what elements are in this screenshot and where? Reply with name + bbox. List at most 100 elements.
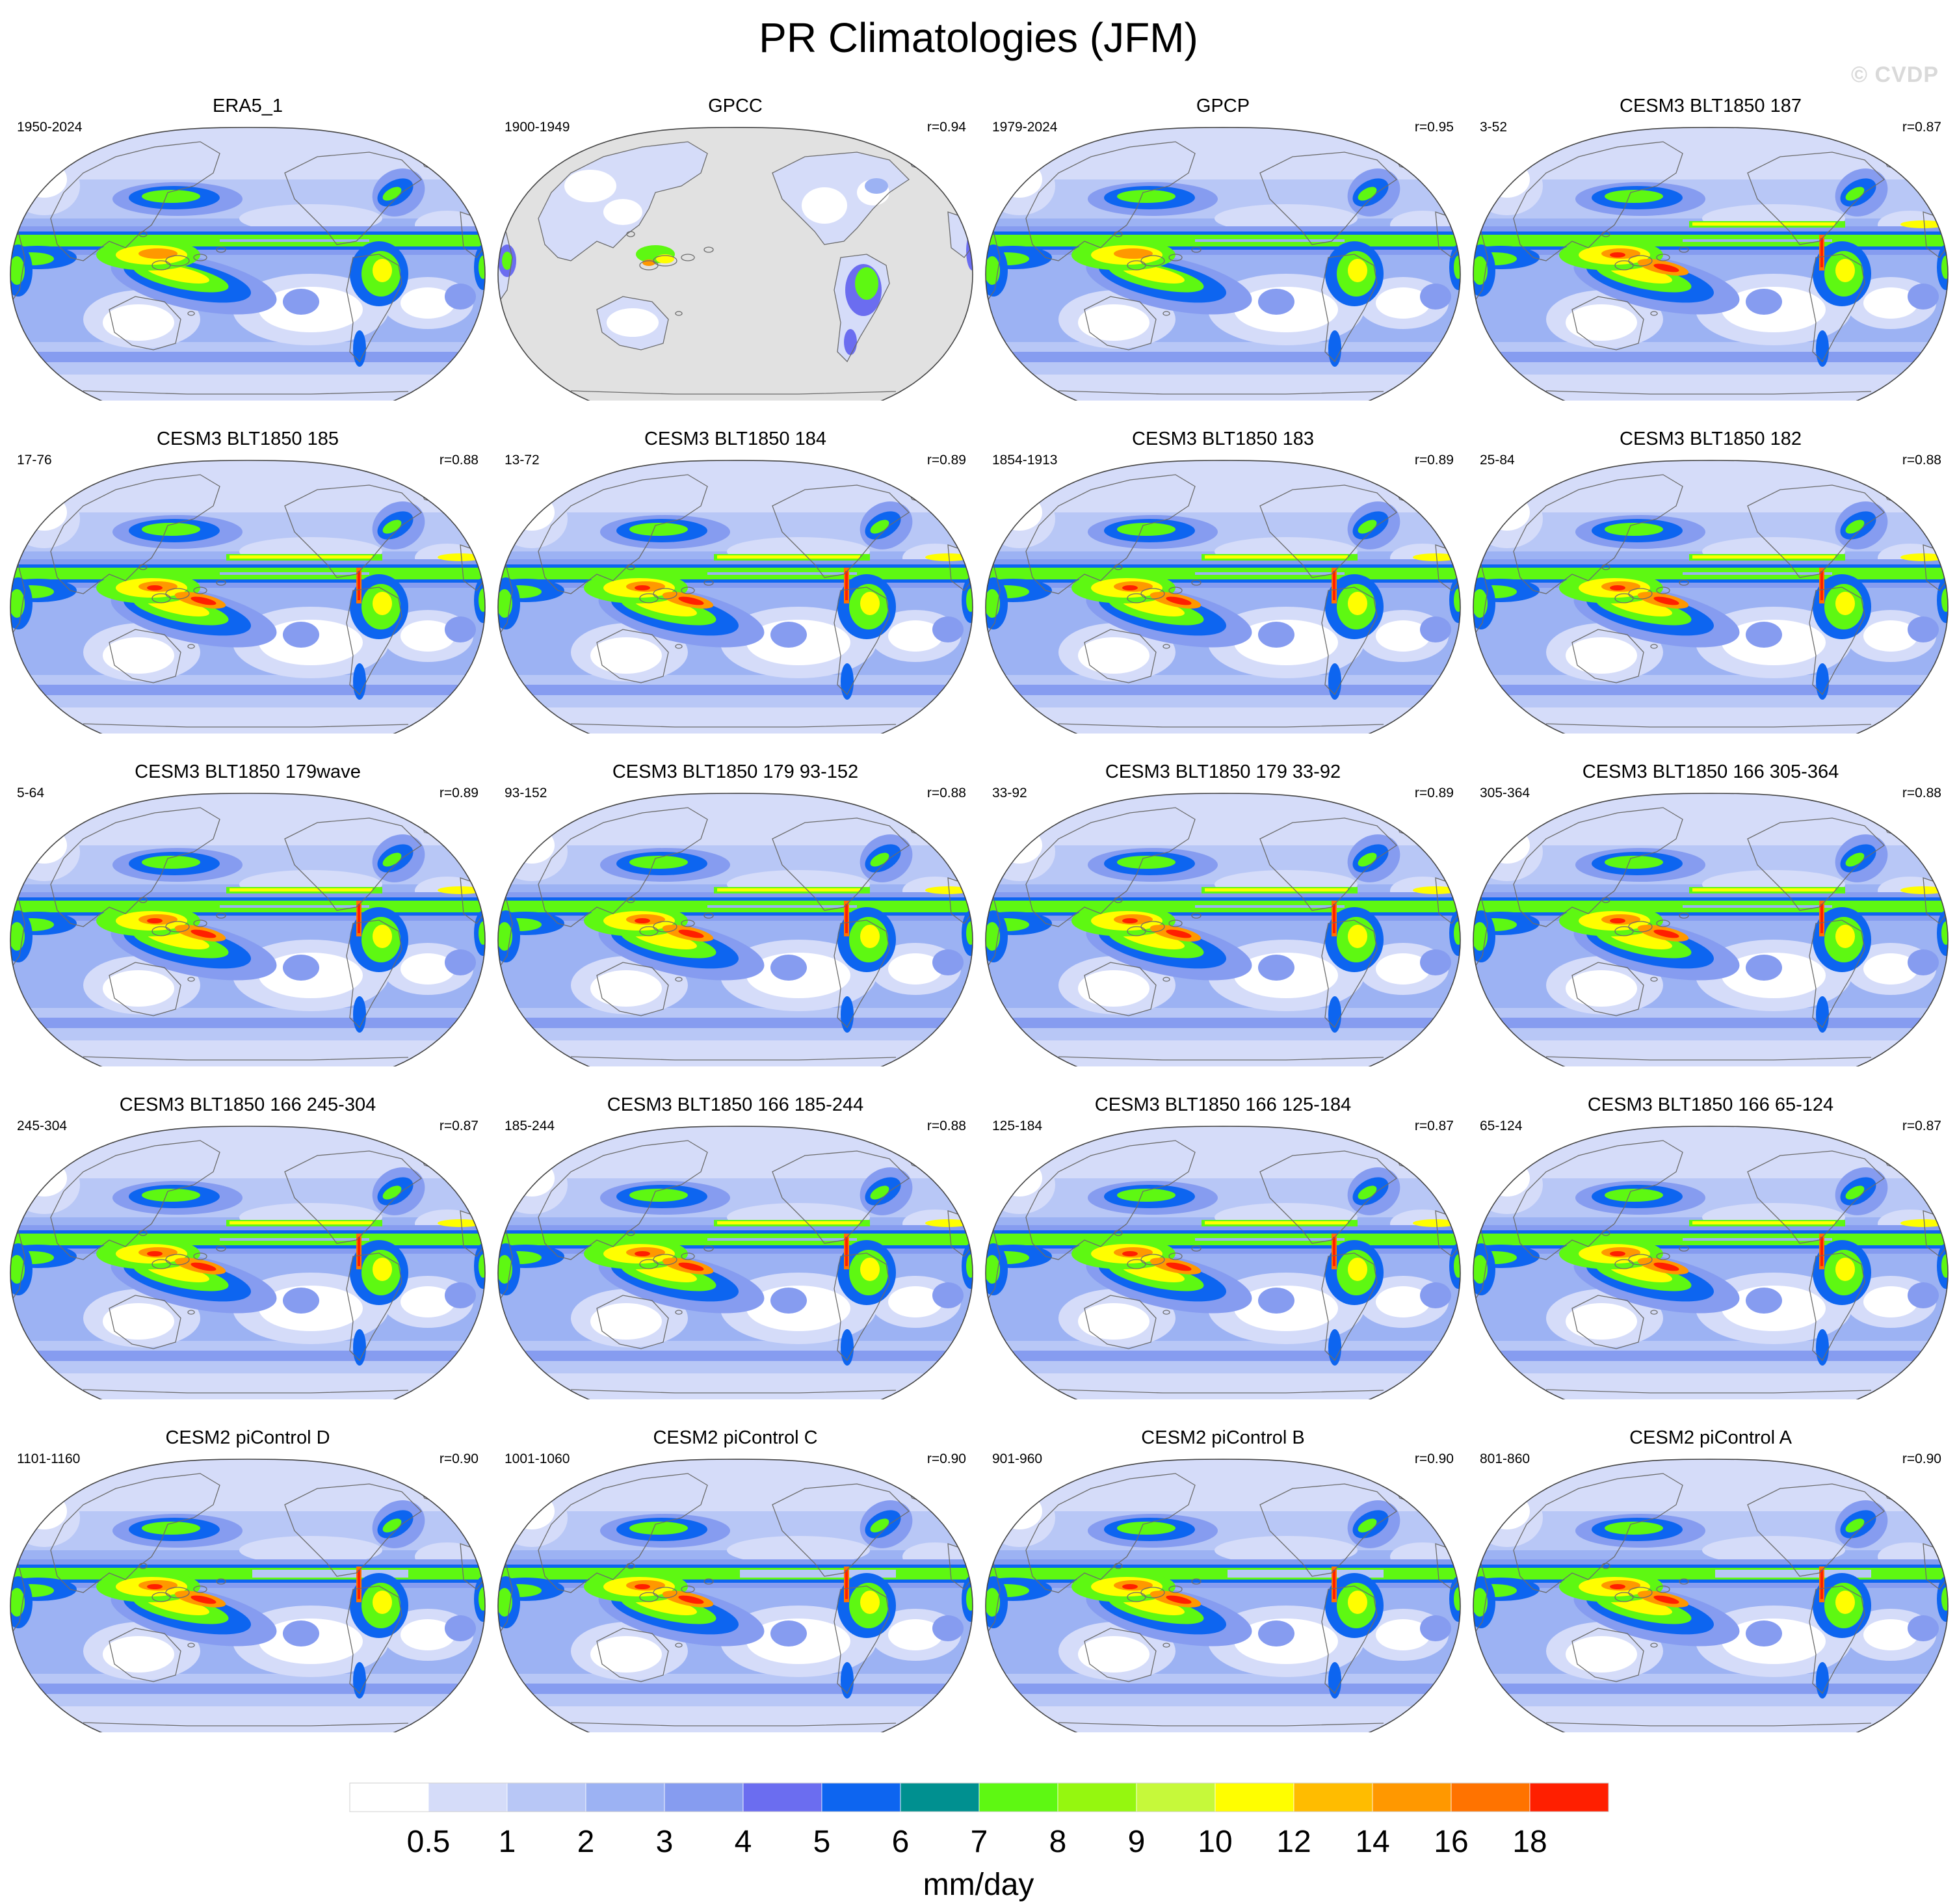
cvdp-watermark: © CVDP [1851, 62, 1939, 87]
precipitation-map [985, 1126, 1461, 1399]
colorbar-units-label: mm/day [923, 1868, 1034, 1902]
colorbar-swatch [1136, 1782, 1216, 1812]
colorbar-tick-label: 1 [499, 1825, 516, 1859]
precipitation-map [985, 127, 1461, 401]
map-frame [985, 460, 1461, 734]
coastlines [10, 1140, 485, 1394]
precipitation-field [10, 793, 485, 1066]
panel-period: 33-92 [992, 786, 1027, 800]
precipitation-map [497, 793, 973, 1066]
panel-title: CESM3 BLT1850 187 [1620, 96, 1802, 116]
map-frame [985, 793, 1461, 1066]
panel-period: 1101-1160 [17, 1451, 81, 1466]
colorbar-tick-label: 5 [813, 1825, 831, 1859]
map-panel: CESM3 BLT1850 182 25-84 r=0.88 [1468, 428, 1953, 734]
precipitation-field [498, 1459, 973, 1732]
map-panel: CESM3 BLT1850 184 13-72 r=0.89 [493, 428, 978, 734]
map-panel: CESM3 BLT1850 166 185-244 185-244 r=0.88 [493, 1094, 978, 1399]
panel-title: CESM3 BLT1850 179 93-152 [612, 761, 859, 782]
panel-period: 801-860 [1480, 1451, 1530, 1466]
precipitation-map [10, 460, 486, 734]
panel-period: 305-364 [1480, 786, 1530, 800]
panel-period: 3-52 [1480, 120, 1508, 135]
map-frame [497, 793, 973, 1066]
map-frame [985, 1459, 1461, 1732]
precipitation-map [1473, 460, 1949, 734]
panel-title: CESM3 BLT1850 184 [644, 429, 826, 449]
panel-title: CESM3 BLT1850 166 245-304 [119, 1094, 376, 1115]
panel-correlation: r=0.89 [1414, 786, 1454, 800]
precipitation-field [986, 1459, 1460, 1732]
precipitation-map [10, 793, 486, 1066]
colorbar-tick-label: 10 [1198, 1825, 1232, 1859]
colorbar-swatch [978, 1782, 1058, 1812]
map-panel: CESM3 BLT1850 183 1854-1913 r=0.89 [980, 428, 1465, 734]
panel-correlation: r=0.88 [439, 453, 479, 468]
map-panel: CESM3 BLT1850 179 33-92 33-92 r=0.89 [980, 761, 1465, 1066]
precipitation-map [497, 127, 973, 401]
panel-correlation: r=0.89 [926, 453, 966, 468]
precipitation-field [10, 1459, 485, 1732]
panel-correlation: r=0.94 [926, 120, 966, 135]
colorbar-swatch [585, 1782, 665, 1812]
map-panel: CESM3 BLT1850 166 65-124 65-124 r=0.87 [1468, 1094, 1953, 1399]
coastlines [10, 807, 485, 1061]
precipitation-field [1473, 1126, 1948, 1399]
panel-correlation: r=0.90 [1902, 1451, 1941, 1466]
colorbar-swatch [349, 1782, 429, 1812]
colorbar-tick-label: 8 [1049, 1825, 1067, 1859]
panel-period: 25-84 [1480, 453, 1515, 468]
panel-correlation: r=0.89 [1414, 453, 1454, 468]
precipitation-field [1473, 1459, 1948, 1732]
map-frame [497, 127, 973, 401]
map-panel: ERA5_1 1950-2024 [5, 95, 490, 401]
map-panel: CESM3 BLT1850 185 17-76 r=0.88 [5, 428, 490, 734]
panel-correlation: r=0.90 [1414, 1451, 1454, 1466]
colorbar-tick-label: 6 [892, 1825, 910, 1859]
colorbar-tick-label: 2 [577, 1825, 595, 1859]
map-frame [10, 793, 486, 1066]
colorbar-swatch [1293, 1782, 1373, 1812]
precipitation-map [1473, 1459, 1949, 1732]
precipitation-map [1473, 127, 1949, 401]
map-frame [497, 1126, 973, 1399]
precipitation-field [10, 1126, 485, 1399]
colorbar-swatch [1215, 1782, 1294, 1812]
map-frame [1473, 1459, 1949, 1732]
panel-title: GPCP [1196, 96, 1250, 116]
precipitation-map [985, 460, 1461, 734]
map-frame [10, 127, 486, 401]
precipitation-map [10, 127, 486, 401]
panel-correlation: r=0.88 [926, 1118, 966, 1133]
precipitation-field [498, 793, 973, 1066]
map-panel: CESM2 piControl A 801-860 r=0.90 [1468, 1427, 1953, 1732]
panel-period: 13-72 [505, 453, 540, 468]
map-frame [10, 1459, 486, 1732]
panel-period: 17-76 [17, 453, 52, 468]
panel-title: CESM3 BLT1850 185 [157, 429, 339, 449]
panel-title: CESM3 BLT1850 183 [1132, 429, 1314, 449]
map-frame [10, 460, 486, 734]
precipitation-field [986, 793, 1460, 1066]
map-panel: CESM3 BLT1850 166 245-304 245-304 r=0.87 [5, 1094, 490, 1399]
panel-title: CESM2 piControl D [165, 1427, 330, 1448]
colorbar-tick-label: 14 [1355, 1825, 1389, 1859]
colorbar-tick-label: 18 [1512, 1825, 1547, 1859]
panel-correlation: r=0.89 [439, 786, 479, 800]
map-frame [497, 460, 973, 734]
panel-correlation: r=0.90 [926, 1451, 966, 1466]
precipitation-map [497, 460, 973, 734]
colorbar-swatch [1451, 1782, 1530, 1812]
colorbar-tick-label: 7 [971, 1825, 988, 1859]
map-frame [1473, 460, 1949, 734]
colorbar-swatch [1529, 1782, 1609, 1812]
precipitation-map [985, 1459, 1461, 1732]
panel-period: 1950-2024 [17, 120, 83, 135]
map-panel: CESM2 piControl D 1101-1160 r=0.90 [5, 1427, 490, 1732]
coastlines [498, 807, 973, 1061]
panel-correlation: r=0.88 [926, 786, 966, 800]
panel-period: 1854-1913 [992, 453, 1058, 468]
colorbar-tick-label: 4 [735, 1825, 752, 1859]
colorbar-swatch [900, 1782, 980, 1812]
panel-correlation: r=0.87 [1902, 1118, 1941, 1133]
